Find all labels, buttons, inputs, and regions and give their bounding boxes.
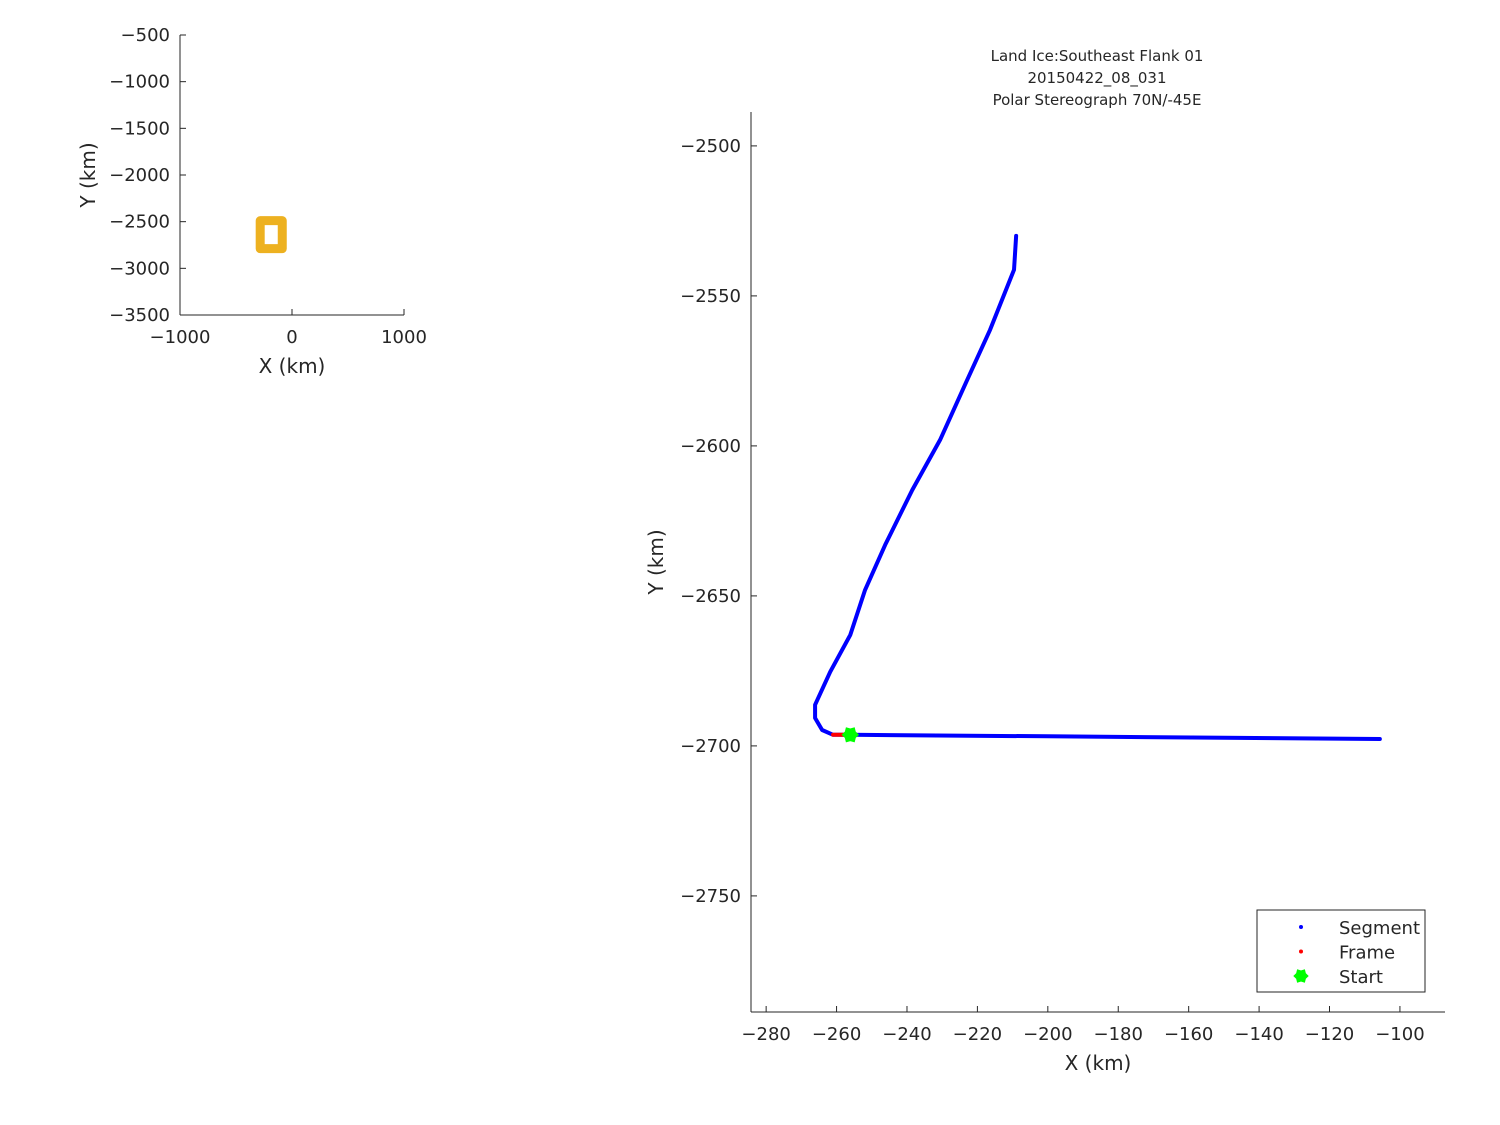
y-tick-label: −2750 xyxy=(680,886,741,907)
legend: Segment Frame Start xyxy=(1256,909,1426,993)
series-start-marker xyxy=(841,727,860,743)
legend-marker-frame xyxy=(1299,949,1303,954)
y-tick-label: −3000 xyxy=(109,258,170,279)
y-tick-label: −2650 xyxy=(680,586,741,607)
x-tick-label: 0 xyxy=(286,327,297,348)
legend-label: Segment xyxy=(1339,918,1420,939)
y-tick-label: −2600 xyxy=(680,436,741,457)
x-tick-label: −140 xyxy=(1234,1024,1283,1045)
x-tick-label: −160 xyxy=(1164,1024,1213,1045)
y-tick-label: −3500 xyxy=(109,305,170,326)
legend-marker-start xyxy=(1293,969,1309,983)
x-axis-label: X (km) xyxy=(1065,1051,1132,1075)
chart-title-line: 20150422_08_031 xyxy=(1027,69,1166,88)
x-tick-label: −120 xyxy=(1305,1024,1354,1045)
series-outline xyxy=(255,216,287,254)
legend-box xyxy=(1256,909,1426,993)
axes-1: −1000 0 1000 −500 −1000 −1500 −2000 −2500 −3000 −… xyxy=(76,25,427,378)
y-tick-label: −2700 xyxy=(680,736,741,757)
x-tick-label: −240 xyxy=(882,1024,931,1045)
legend-label: Start xyxy=(1339,967,1383,988)
y-axis-label: Y (km) xyxy=(644,529,668,595)
y-tick-label: −2500 xyxy=(680,136,741,157)
x-tick-label: −260 xyxy=(812,1024,861,1045)
y-tick-label: −2000 xyxy=(109,165,170,186)
x-tick-label: 1000 xyxy=(381,327,427,348)
series-segment xyxy=(813,233,1382,741)
x-tick-label: −220 xyxy=(953,1024,1002,1045)
legend-marker-segment xyxy=(1299,925,1303,929)
legend-label: Frame xyxy=(1339,943,1395,964)
x-axis-label: X (km) xyxy=(259,354,326,378)
chart-title-line: Polar Stereograph 70N/-45E xyxy=(993,91,1202,109)
y-tick-label: −1000 xyxy=(109,72,170,93)
y-tick-label: −2550 xyxy=(680,286,741,307)
y-axis-label: Y (km) xyxy=(76,142,100,208)
x-tick-label: −1000 xyxy=(150,327,211,348)
y-tick-label: −1500 xyxy=(109,118,170,139)
chart-title-line: Land Ice:Southeast Flank 01 xyxy=(991,47,1204,65)
x-tick-label: −180 xyxy=(1094,1024,1143,1045)
x-tick-label: −100 xyxy=(1375,1024,1424,1045)
axes-2: −280 −260 −240 −220 −200 −180 −160 −140 −120 −100… xyxy=(644,47,1445,1075)
x-tick-label: −280 xyxy=(741,1024,790,1045)
x-tick-label: −200 xyxy=(1023,1024,1072,1045)
y-tick-label: −500 xyxy=(121,25,170,46)
y-tick-label: −2500 xyxy=(109,212,170,233)
